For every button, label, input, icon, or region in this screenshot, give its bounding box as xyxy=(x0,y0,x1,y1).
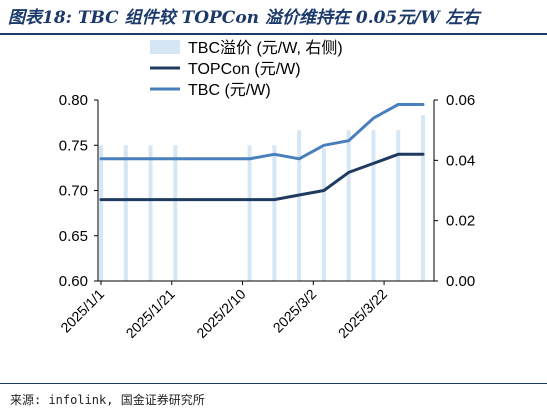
premium-bar xyxy=(421,115,425,281)
legend-premium-swatch xyxy=(150,40,180,54)
premium-bar xyxy=(272,145,277,281)
x-tick-label: 2025/1/21 xyxy=(123,286,179,342)
premium-bar xyxy=(396,130,401,281)
premium-bar xyxy=(247,145,252,281)
premium-bar xyxy=(371,130,376,281)
source-divider xyxy=(0,383,547,384)
premium-bar xyxy=(123,145,128,281)
premium-chart: 0.60 0.65 0.70 0.75 0.80 0.00 0.02 0.04 0.06 2025… xyxy=(57,39,475,341)
title-divider xyxy=(0,33,547,35)
x-tick-label: 2025/3/2 xyxy=(270,286,320,336)
chart-axes: 0.60 0.65 0.70 0.75 0.80 0.00 0.02 0.04 0.06 2025… xyxy=(57,92,475,341)
legend-premium-label: TBC溢价 (元/W, 右侧) xyxy=(188,39,343,57)
x-tick-label: 2025/2/10 xyxy=(193,286,249,342)
premium-bar xyxy=(173,145,178,281)
legend-tbc-label: TBC (元/W) xyxy=(188,82,271,99)
left-tick-label: 0.60 xyxy=(59,273,88,290)
left-tick-label: 0.70 xyxy=(59,183,88,200)
premium-bars xyxy=(99,115,425,281)
source-note: 来源: infolink, 国金证券研究所 xyxy=(10,393,205,407)
right-tick-label: 0.00 xyxy=(446,273,475,290)
premium-bar xyxy=(297,130,302,281)
tbc-line xyxy=(99,103,425,161)
x-tick-label: 2025/1/1 xyxy=(57,286,107,336)
premium-bar xyxy=(148,145,153,281)
x-tick-label: 2025/3/22 xyxy=(335,286,391,342)
left-tick-label: 0.75 xyxy=(59,137,88,154)
premium-bar xyxy=(99,145,103,281)
premium-bar xyxy=(346,130,351,281)
left-tick-label: 0.65 xyxy=(59,228,88,245)
right-tick-label: 0.02 xyxy=(446,213,475,230)
chart-legend: TBC溢价 (元/W, 右侧) TOPCon (元/W) TBC (元/W) xyxy=(150,39,343,99)
premium-bar xyxy=(321,148,326,281)
right-tick-label: 0.04 xyxy=(446,152,475,169)
legend-topcon-label: TOPCon (元/W) xyxy=(188,61,301,78)
figure-title: 图表18: TBC 组件较 TOPCon 溢价维持在 0.05元/W 左右 xyxy=(8,8,480,28)
left-tick-label: 0.80 xyxy=(59,92,88,109)
topcon-line xyxy=(99,152,425,202)
price-lines xyxy=(99,103,425,202)
right-tick-label: 0.06 xyxy=(446,92,475,109)
